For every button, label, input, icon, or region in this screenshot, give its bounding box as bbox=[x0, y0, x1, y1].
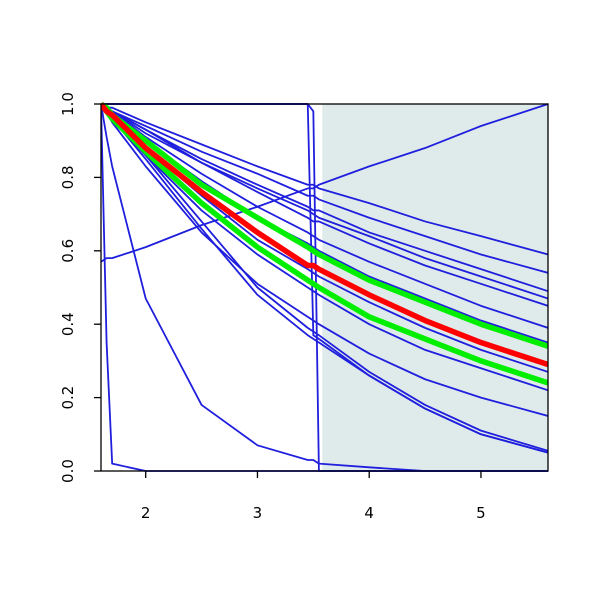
y-tick-label: 0.0 bbox=[59, 459, 77, 483]
y-tick-label: 0.2 bbox=[59, 386, 77, 410]
x-tick-label: 2 bbox=[141, 504, 151, 522]
line bbox=[101, 103, 548, 256]
x-tick-label: 5 bbox=[476, 504, 486, 522]
x-tick-label: 3 bbox=[253, 504, 263, 522]
y-tick-label: 0.4 bbox=[59, 312, 77, 336]
line bbox=[101, 102, 548, 368]
line bbox=[101, 103, 548, 263]
plot-frame bbox=[100, 103, 549, 472]
y-tick-label: 0.8 bbox=[59, 165, 77, 189]
x-tick-label: 4 bbox=[364, 504, 374, 522]
y-tick-label: 1.0 bbox=[59, 92, 77, 116]
y-tick-label: 0.6 bbox=[59, 239, 77, 263]
